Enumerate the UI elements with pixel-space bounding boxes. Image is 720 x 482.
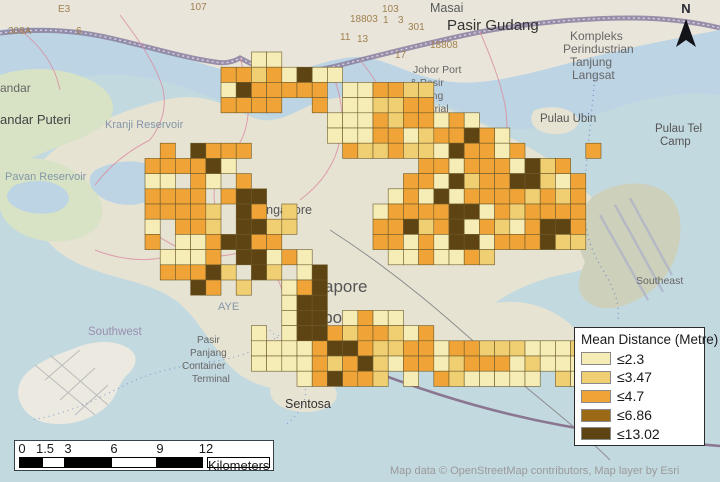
svg-text:andar: andar bbox=[0, 81, 31, 95]
svg-text:107: 107 bbox=[190, 2, 207, 13]
svg-text:Pasir Gudang: Pasir Gudang bbox=[447, 17, 539, 34]
svg-text:17: 17 bbox=[395, 50, 407, 61]
svg-text:308A: 308A bbox=[8, 26, 32, 37]
svg-text:AYE: AYE bbox=[218, 301, 239, 313]
svg-text:Kranji Reservoir: Kranji Reservoir bbox=[105, 119, 184, 131]
svg-text:13: 13 bbox=[357, 34, 369, 45]
svg-text:Terminal: Terminal bbox=[192, 374, 230, 385]
svg-text:18803: 18803 bbox=[350, 14, 378, 25]
svg-text:18808: 18808 bbox=[430, 40, 458, 51]
svg-text:Langsat: Langsat bbox=[572, 68, 615, 82]
svg-text:N: N bbox=[681, 1, 690, 16]
svg-text:11: 11 bbox=[340, 32, 351, 43]
svg-text:Pasir: Pasir bbox=[197, 335, 220, 346]
svg-text:Kompleks: Kompleks bbox=[570, 29, 623, 43]
svg-text:andar Puteri: andar Puteri bbox=[0, 112, 71, 127]
svg-text:1: 1 bbox=[383, 15, 389, 26]
svg-text:6: 6 bbox=[76, 26, 82, 37]
svg-text:Pulau Ubin: Pulau Ubin bbox=[540, 113, 596, 125]
svg-text:Perindustrian: Perindustrian bbox=[563, 42, 634, 56]
svg-text:Map data © OpenStreetMap contr: Map data © OpenStreetMap contributors, M… bbox=[390, 465, 679, 477]
svg-text:Johor Port: Johor Port bbox=[413, 64, 462, 76]
svg-text:Container: Container bbox=[182, 361, 226, 372]
svg-text:E3: E3 bbox=[58, 4, 71, 15]
svg-text:Southeast: Southeast bbox=[636, 275, 683, 287]
svg-text:Sentosa: Sentosa bbox=[285, 397, 331, 411]
svg-text:Southwest: Southwest bbox=[88, 326, 143, 338]
svg-text:Tanjung: Tanjung bbox=[570, 55, 612, 69]
svg-text:301: 301 bbox=[408, 22, 425, 33]
svg-text:Pavan Reservoir: Pavan Reservoir bbox=[5, 171, 87, 183]
svg-text:Panjang: Panjang bbox=[190, 348, 227, 359]
svg-text:3: 3 bbox=[398, 15, 404, 26]
svg-text:103: 103 bbox=[382, 4, 399, 15]
svg-text:Pulau Tel: Pulau Tel bbox=[655, 123, 702, 135]
svg-text:Camp: Camp bbox=[660, 136, 691, 148]
svg-text:Masai: Masai bbox=[430, 1, 463, 15]
